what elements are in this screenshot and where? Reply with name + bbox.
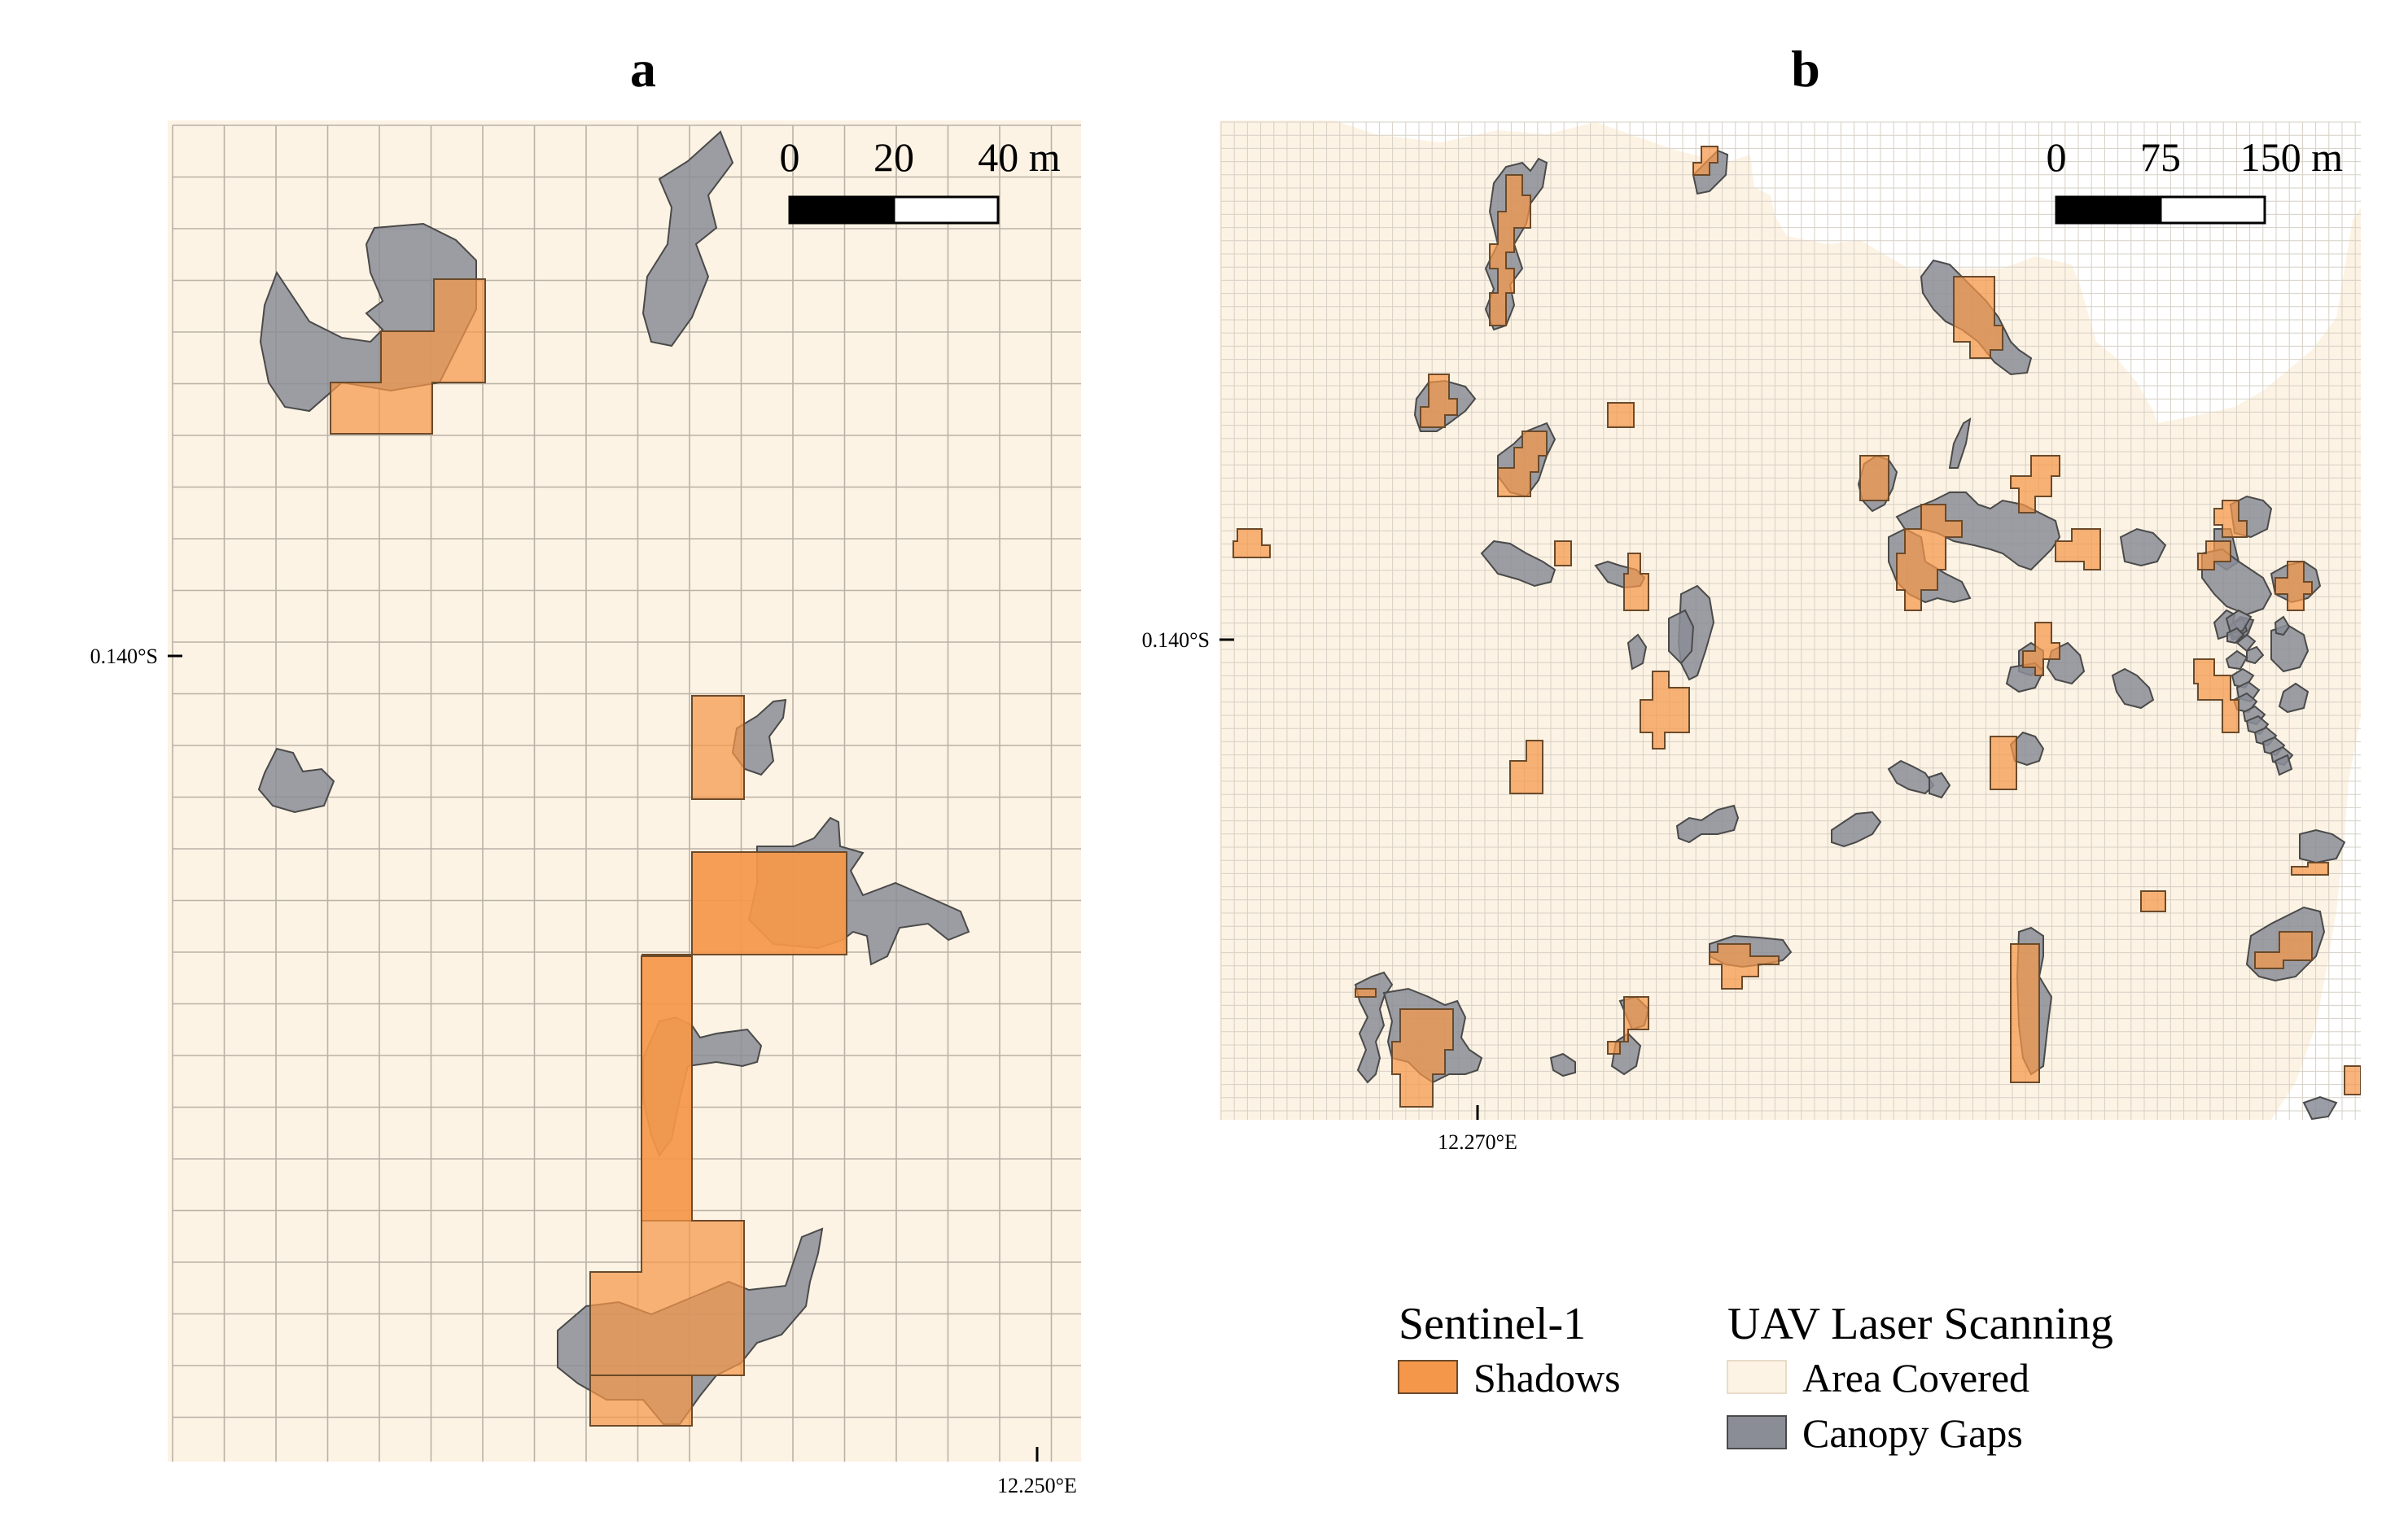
scale-label-end: 40 m [978,134,1061,180]
legend: Sentinel-1 Shadows UAV Laser Scanning Ar… [1398,1299,2113,1456]
panel-b-letter: b [1791,40,1820,98]
canopy-gap [1675,804,1740,844]
legend-label-shadows: Shadows [1473,1355,1621,1401]
scale-segment-black [788,195,895,225]
shadow-patch [2344,1065,2361,1095]
legend-title-sentinel: Sentinel-1 [1399,1299,1586,1349]
panel-a-letter: a [630,40,656,98]
legend-group-sentinel: Sentinel-1 Shadows [1398,1299,1621,1401]
canopy-gap [1626,633,1648,671]
scale-segment-white [2159,195,2266,225]
canopy-gap [2274,754,2293,776]
shadow-patch [2291,862,2329,876]
canopy-gap [2111,667,2155,710]
shadow-patch [330,278,486,435]
shadow-patch [2140,890,2166,912]
shadow-patch [2254,931,2313,969]
legend-swatch-area-covered [1727,1360,1787,1394]
shadow-patch [1607,996,1649,1055]
canopy-gap [1929,771,1951,799]
legend-label-area-covered: Area Covered [1802,1355,2029,1401]
scale-label-0: 0 [780,134,800,180]
shadow-patch [1692,146,1718,176]
panel-b-scale-bar: 0 75 150 m [2047,134,2344,225]
legend-title-uav: UAV Laser Scanning [1727,1299,2113,1349]
shadow-patch [691,851,847,956]
shadow-patch [1623,553,1649,611]
panel-a-lat-tick: 0.140°S [90,645,182,668]
panel-b-shadows [1232,146,2361,1108]
shadow-patch [1990,736,2017,790]
canopy-gap [2225,649,2248,671]
shadow-patch [691,695,745,800]
legend-swatch-canopy-gaps [1727,1415,1787,1449]
shadow-patch [2010,943,2040,1083]
canopy-gap [1354,971,1394,1084]
canopy-gap [2299,828,2346,864]
shadow-patch [1355,988,1377,998]
canopy-gap [1668,609,1695,665]
canopy-gap [2225,609,2253,635]
shadow-patch [1859,455,1889,501]
canopy-gap [2119,527,2167,567]
canopy-gap [2226,627,2245,645]
canopy-gap [2270,623,2309,673]
shadow-patch [1640,671,1690,750]
canopy-gap [1948,417,1972,469]
canopy-gap [1549,1052,1576,1077]
canopy-gap [2278,682,2309,714]
panel-a-scale-bar: 0 20 40 m [780,134,1061,225]
panel-a-shadows-main [589,851,847,1427]
shadow-patch [1232,528,1271,558]
shadow-patch [1391,1008,1454,1108]
panel-a-lon-label: 12.250°E [997,1474,1077,1497]
scale-label-mid: 75 [2140,134,2181,180]
canopy-gap [1480,540,1556,588]
panel-a-lon-tick: 12.250°E [997,1447,1077,1497]
panel-b-area-covered [1219,120,2361,1120]
shadow-patch [2213,500,2248,538]
panel-a: a [90,40,1081,1497]
canopy-gap [2235,633,2257,653]
panel-b-lat-tick: 0.140°S [1142,628,1234,652]
shadow-patch [2197,540,2231,570]
shadow-patch [1896,504,1963,611]
panel-b-lon-tick: 12.270°E [1438,1105,1517,1154]
canopy-gap [641,130,734,347]
canopy-gap [2201,548,2273,616]
legend-label-canopy-gaps: Canopy Gaps [1802,1410,2023,1456]
shadow-patch [1509,740,1543,794]
shadow-patch [2274,561,2313,611]
scale-segment-white [892,195,1000,225]
shadow-patch [1489,174,1531,326]
shadow-patch [1420,374,1458,428]
shadow-patch [2055,528,2101,570]
scale-segment-black [2055,195,2162,225]
panel-b-lon-label: 12.270°E [1438,1130,1517,1154]
shadow-patch [1607,402,1635,428]
canopy-gap [257,747,335,814]
shadow-patch [1554,540,1572,566]
scale-label-mid: 20 [873,134,914,180]
shadow-patch [2193,658,2239,733]
panel-b: b [1142,40,2361,1154]
shadow-patch [1953,276,2003,359]
shadow-patch [2010,455,2060,514]
shadow-patch [1709,943,1780,990]
canopy-gap [1831,811,1882,848]
panel-a-lat-label: 0.140°S [90,645,158,668]
scale-label-end: 150 m [2240,134,2344,180]
shadow-patch [589,955,745,1376]
legend-swatch-shadows [1398,1360,1458,1394]
canopy-gap [2302,1095,2338,1120]
shadow-patch [589,1272,693,1427]
panel-b-lat-label: 0.140°S [1142,628,1210,652]
shadow-patch [2022,622,2060,676]
shadow-patch [1497,431,1548,497]
canopy-gap [2274,615,2291,636]
legend-group-uav: UAV Laser Scanning Area Covered Canopy G… [1727,1299,2113,1456]
scale-label-0: 0 [2047,134,2067,180]
